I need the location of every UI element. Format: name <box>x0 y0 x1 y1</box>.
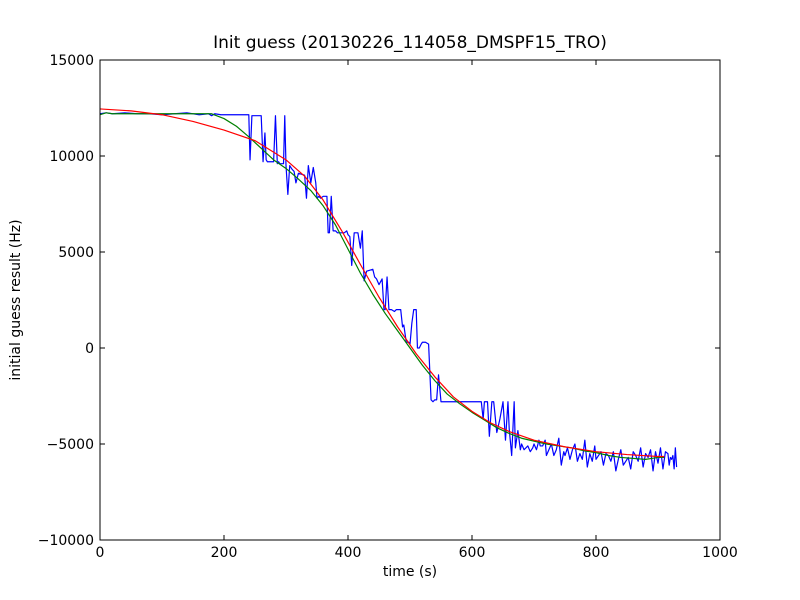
y-axis-label: initial guess result (Hz) <box>8 219 24 380</box>
series-line-3 <box>100 108 665 458</box>
y-tick-label: 5000 <box>58 245 94 261</box>
chart-title: Init guess (20130226_114058_DMSPF15_TRO) <box>213 33 607 53</box>
series-line-2 <box>100 112 665 460</box>
x-tick-label: 600 <box>459 545 486 561</box>
series-line-1 <box>100 112 678 472</box>
x-tick-label: 400 <box>335 545 362 561</box>
y-tick-label: 15000 <box>49 53 94 69</box>
y-tick-label: −5000 <box>47 437 94 453</box>
y-tick-label: −10000 <box>38 533 94 549</box>
y-tick-label: 0 <box>85 341 94 357</box>
x-axis-label: time (s) <box>383 564 437 580</box>
x-tick-label: 800 <box>583 545 610 561</box>
x-tick-label: 1000 <box>702 545 738 561</box>
y-tick-label: 10000 <box>49 149 94 165</box>
series-group <box>100 108 678 472</box>
plot-frame <box>99 59 721 541</box>
plot-area: 0 200 400 600 800 1000 −10000 −5000 0 5000 10000 15… <box>38 53 738 561</box>
x-tick-label: 0 <box>96 545 105 561</box>
x-tick-label: 200 <box>211 545 238 561</box>
